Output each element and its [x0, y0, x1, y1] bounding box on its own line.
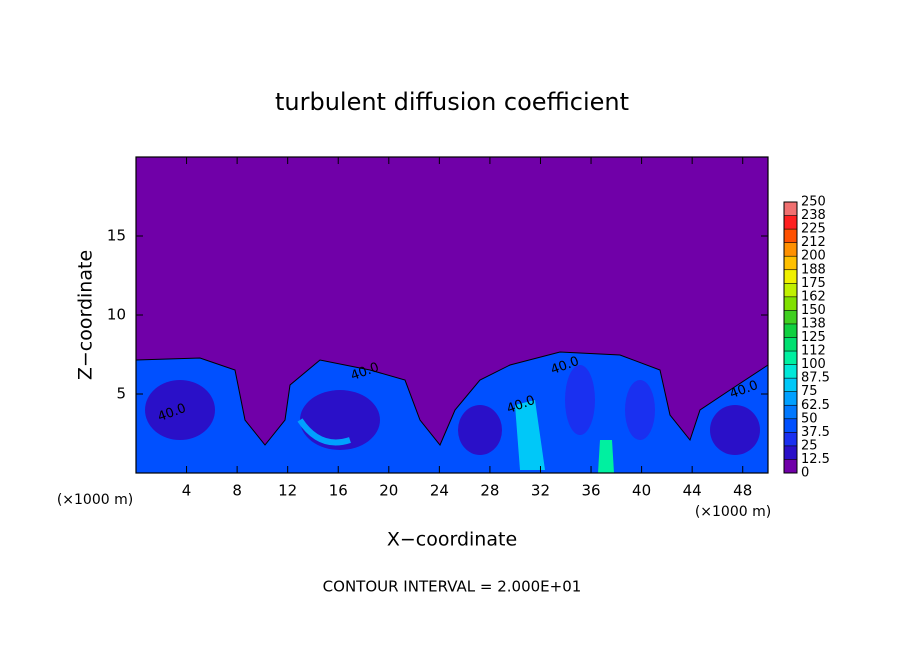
field-region	[515, 400, 545, 470]
colorbar-box	[784, 378, 797, 392]
colorbar-box	[784, 256, 797, 270]
colorbar-label: 75	[801, 384, 818, 399]
colorbar-label: 50	[801, 411, 818, 426]
x-tick-label: 40	[632, 482, 651, 500]
colorbar-box	[784, 310, 797, 324]
x-tick-label: 8	[232, 482, 242, 500]
field-region	[145, 380, 215, 440]
y-tick-label: 15	[107, 227, 126, 245]
colorbar-label: 238	[801, 208, 826, 223]
colorbar-box	[784, 242, 797, 257]
field-region	[710, 405, 760, 455]
field	[135, 157, 769, 474]
colorbar-label: 175	[801, 276, 826, 291]
colorbar-box	[784, 364, 797, 379]
x-tick-label: 24	[430, 482, 449, 500]
colorbar-label: 62.5	[801, 398, 830, 413]
colorbar-label: 125	[801, 330, 826, 345]
colorbar-box	[784, 445, 797, 460]
x-tick-label: 48	[733, 482, 752, 500]
colorbar-box	[784, 215, 797, 230]
field-region	[300, 390, 380, 450]
colorbar-box	[784, 405, 797, 419]
x-tick-label: 36	[581, 482, 600, 500]
colorbar-label: 112	[801, 344, 826, 359]
field-region	[598, 440, 614, 473]
colorbar-box	[784, 459, 797, 473]
colorbar-box	[784, 418, 797, 433]
colorbar-box	[784, 229, 797, 243]
colorbar-box	[784, 296, 797, 311]
colorbar-box	[784, 202, 797, 216]
colorbar-label: 250	[801, 195, 826, 210]
x-unit-label: (×1000 m)	[695, 504, 771, 520]
x-tick-label: 32	[531, 482, 550, 500]
colorbar-label: 0	[801, 466, 809, 481]
colorbar-label: 150	[801, 303, 826, 318]
x-tick-label: 20	[379, 482, 398, 500]
footer: CONTOUR INTERVAL = 2.000E+01	[323, 578, 582, 596]
colorbar-label: 200	[801, 249, 826, 264]
colorbar-label: 188	[801, 262, 826, 277]
colorbar-label: 87.5	[801, 371, 830, 386]
x-tick-label: 12	[278, 482, 297, 500]
colorbar-label: 100	[801, 357, 826, 372]
colorbar-label: 25	[801, 438, 818, 453]
field-region	[565, 365, 595, 435]
chart-title: turbulent diffusion coefficient	[275, 88, 629, 116]
x-tick-label: 28	[480, 482, 499, 500]
colorbar-box	[784, 337, 797, 352]
y-axis-label: Z−coordinate	[75, 250, 97, 380]
colorbar-box	[784, 351, 797, 365]
x-tick-label: 16	[329, 482, 348, 500]
x-tick-label: 44	[683, 482, 702, 500]
colorbar-label: 212	[801, 235, 826, 250]
field-region	[297, 418, 351, 446]
colorbar-box	[784, 283, 797, 297]
x-unit-label: (×1000 m)	[57, 492, 133, 508]
colorbar-label: 162	[801, 289, 826, 304]
field-region	[458, 405, 502, 455]
colorbar-label: 37.5	[801, 425, 830, 440]
colorbar-label: 12.5	[801, 452, 830, 467]
colorbar-box	[784, 323, 797, 338]
y-tick-label: 10	[107, 306, 126, 324]
field-region	[625, 380, 655, 440]
colorbar-label: 225	[801, 222, 826, 237]
colorbar-box	[784, 391, 797, 406]
colorbar-box	[784, 269, 797, 284]
x-axis-label: X−coordinate	[387, 529, 517, 551]
colorbar-label: 138	[801, 316, 826, 331]
x-tick-label: 4	[182, 482, 192, 500]
colorbar-box	[784, 432, 797, 446]
y-tick-label: 5	[116, 385, 126, 403]
